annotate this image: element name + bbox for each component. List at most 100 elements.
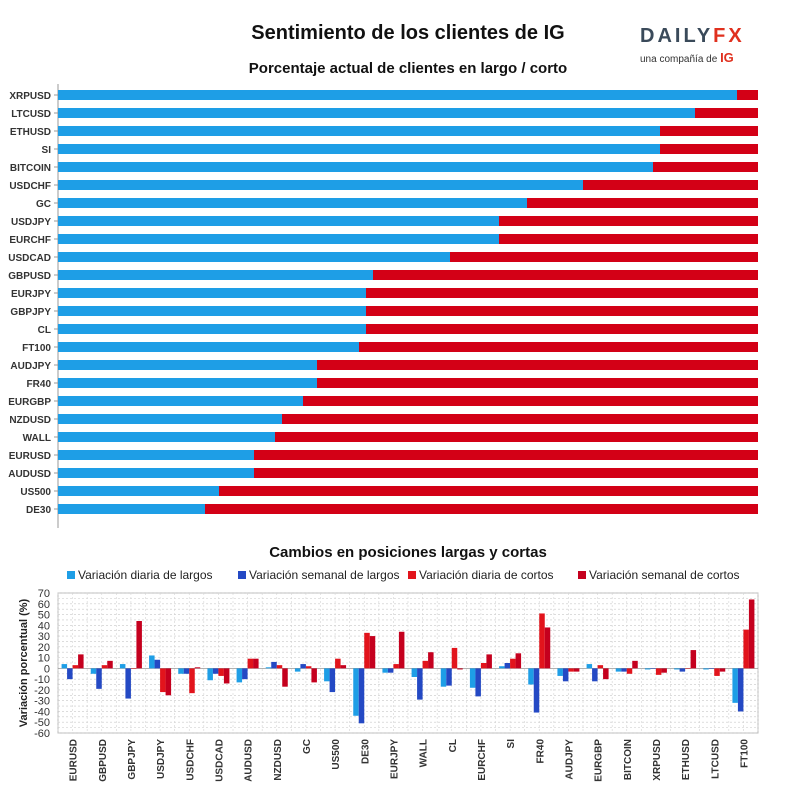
changes-bar-weekly-short [136,621,142,669]
changes-bar-daily-long [119,664,126,669]
changes-category-label: FT100 [739,739,750,768]
changes-bar-weekly-long [504,663,511,669]
changes-bar-daily-short [364,632,370,669]
changes-bar-daily-long [528,668,534,685]
changes-chart-title: Cambios en posiciones largas y cortas [269,544,547,561]
changes-category-label: EURUSD [69,739,80,781]
sentiment-bar-long [58,432,275,442]
logo-tagline: una compañía de [640,54,718,65]
changes-bar-daily-long [499,666,505,669]
sentiment-bar-long [58,324,366,334]
changes-category-label: USDCAD [214,739,225,782]
changes-category-label: GBPUSD [98,739,109,782]
changes-bar-weekly-short [311,668,317,683]
sentiment-category-label: ETHUSD [10,127,51,138]
changes-bar-daily-short [276,665,283,669]
sentiment-bar-long [58,396,303,406]
changes-bar-daily-short [335,658,341,669]
sentiment-bar-short [317,360,758,370]
sentiment-bar-long [58,306,366,316]
changes-bar-daily-long [207,668,213,681]
changes-bar-weekly-short [573,668,580,672]
sentiment-bar-short [583,180,758,190]
changes-bar-daily-long [382,668,388,673]
sentiment-category-label: USDCAD [8,253,51,264]
sentiment-bar-short [499,216,758,226]
sentiment-bar-long [58,342,359,352]
changes-bar-weekly-long [212,668,219,674]
changes-bar-daily-short [451,647,458,669]
sentiment-category-label: NZDUSD [9,415,51,426]
sentiment-chart-title: Porcentaje actual de clientes en largo /… [248,60,568,77]
logo-brand-right: FX [713,25,745,47]
changes-bar-weekly-short [457,668,463,670]
changes-bar-daily-short [539,613,545,669]
logo-brand-left: DAILY [640,25,714,47]
changes-bar-weekly-short [223,668,230,684]
sentiment-bar-short [695,108,758,118]
changes-bar-daily-long [294,668,301,672]
changes-bar-weekly-short [194,667,201,669]
changes-bar-weekly-short [603,668,609,680]
changes-bar-daily-long [353,668,359,716]
sentiment-bar-short [737,90,758,100]
sentiment-bar-long [58,486,219,496]
sentiment-bar-short [660,126,758,136]
changes-category-label: AUDUSD [244,739,255,782]
changes-bar-daily-long [469,668,476,688]
sentiment-category-label: FT100 [22,343,51,354]
legend-item-weekly-long: Variación semanal de largos [238,568,400,582]
changes-category-label: FR40 [535,739,546,764]
changes-bar-daily-short [422,660,429,669]
changes-bar-weekly-long [300,664,306,669]
changes-bar-daily-short [510,658,516,669]
dailyfx-logo: DAILYFX una compañía de IG [640,25,750,65]
changes-bar-weekly-short [78,654,84,669]
changes-y-tick-label: 70 [38,588,50,600]
sentiment-bar-short [366,288,758,298]
chart-title: Sentimiento de los clientes de IG [251,22,565,44]
changes-bar-weekly-long [446,668,452,686]
changes-bar-weekly-long [533,668,540,713]
changes-bar-weekly-long [183,668,190,674]
changes-bar-weekly-long [475,668,481,697]
legend-label: Variación semanal de cortos [589,568,740,582]
changes-y-tick-label: 50 [38,610,50,622]
sentiment-category-label: EURGBP [8,397,51,408]
sentiment-bar-long [58,162,653,172]
changes-y-tick-label: 20 [38,642,50,654]
changes-bar-daily-short [685,668,691,669]
legend-swatch [238,571,246,579]
changes-bar-daily-short [626,668,633,674]
changes-bar-weekly-short [544,627,551,669]
changes-y-tick-label: 60 [38,599,50,611]
sentiment-bar-short [527,198,758,208]
legend-label: Variación diaria de cortos [419,568,554,582]
changes-bar-weekly-short [515,653,522,669]
changes-category-label: CL [448,739,459,752]
sentiment-category-label: DE30 [26,505,51,516]
legend-item-weekly-short: Variación semanal de cortos [578,568,740,582]
sentiment-category-label: FR40 [27,379,52,390]
changes-y-tick-label: 40 [38,620,50,632]
changes-bar-daily-short [218,668,224,676]
changes-bar-weekly-short [107,660,113,669]
logo-ig: IG [720,50,734,65]
sentiment-bar-short [254,468,758,478]
changes-category-label: AUDJPY [564,739,575,780]
changes-bar-weekly-long [242,668,248,680]
changes-bar-daily-short [597,665,604,669]
changes-category-label: XRPUSD [652,739,663,781]
changes-bar-daily-long [615,668,622,672]
sentiment-bar-long [58,180,583,190]
sentiment-category-label: BITCOIN [10,163,51,174]
changes-bar-daily-long [178,668,184,674]
changes-bar-weekly-short [369,636,376,669]
changes-bar-daily-short [714,668,720,676]
changes-bar-weekly-long [387,668,394,673]
changes-y-tick-label: -30 [34,696,50,708]
changes-bar-weekly-short [398,631,405,669]
sentiment-bar-long [58,468,254,478]
sentiment-category-label: XRPUSD [9,91,51,102]
sentiment-bar-short [254,450,758,460]
